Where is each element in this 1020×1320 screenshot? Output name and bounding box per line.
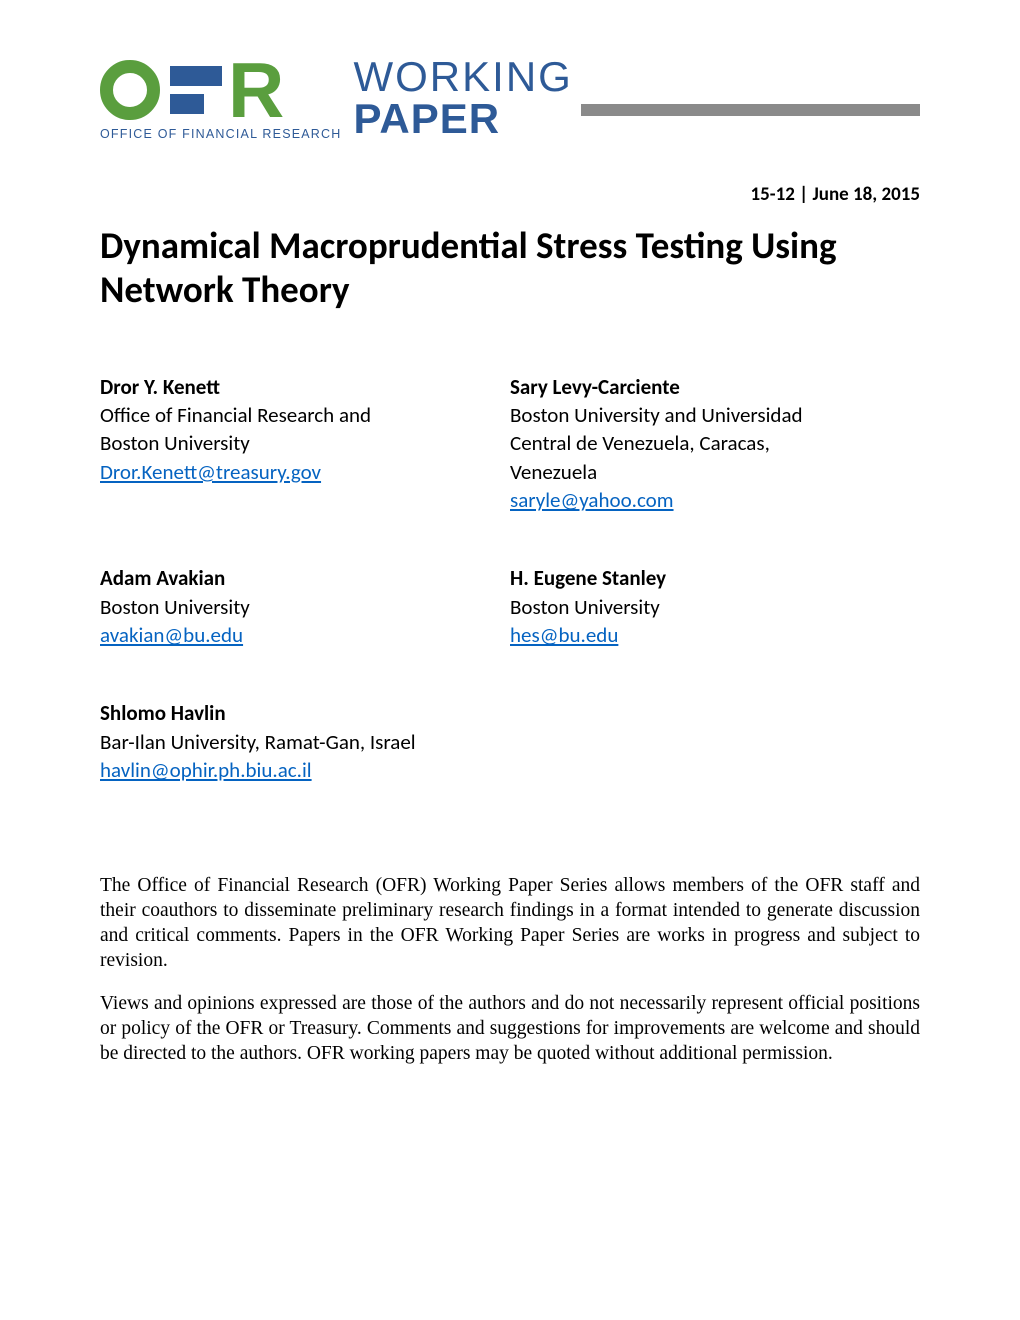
- authors-grid: Dror Y. Kenett Office of Financial Resea…: [100, 373, 920, 785]
- author-name: Sary Levy-Carciente: [510, 373, 840, 401]
- author-name: Dror Y. Kenett: [100, 373, 430, 401]
- author-email-link[interactable]: avakian@bu.edu: [100, 622, 243, 648]
- author-block: H. Eugene Stanley Boston University hes@…: [510, 564, 840, 649]
- ofr-subtext: OFFICE OF FINANCIAL RESEARCH: [100, 127, 342, 141]
- disclaimer-p2: Views and opinions expressed are those o…: [100, 992, 920, 1067]
- f-icon: [170, 66, 222, 114]
- author-block: Adam Avakian Boston University avakian@b…: [100, 564, 430, 649]
- disclaimer-p1: The Office of Financial Research (OFR) W…: [100, 874, 920, 974]
- author-name: Shlomo Havlin: [100, 699, 430, 727]
- disclaimer: The Office of Financial Research (OFR) W…: [100, 874, 920, 1067]
- author-block: Sary Levy-Carciente Boston University an…: [510, 373, 840, 515]
- ofr-logo: R OFFICE OF FINANCIAL RESEARCH WORKING P…: [100, 60, 573, 141]
- ofr-mark: R OFFICE OF FINANCIAL RESEARCH: [100, 60, 342, 141]
- author-block: Shlomo Havlin Bar-Ilan University, Ramat…: [100, 699, 430, 784]
- r-icon: R: [228, 60, 282, 121]
- author-email-link[interactable]: havlin@ophir.ph.biu.ac.il: [100, 757, 312, 783]
- date-line: 15-12 | June 18, 2015: [100, 183, 920, 206]
- working-text: WORKING: [354, 56, 573, 98]
- header-row: R OFFICE OF FINANCIAL RESEARCH WORKING P…: [100, 60, 920, 147]
- author-affil: Bar-Ilan University, Ramat-Gan, Israel: [100, 728, 430, 756]
- author-affil: Boston University: [100, 593, 430, 621]
- author-affil: Boston University and Universidad Centra…: [510, 401, 840, 486]
- author-email-link[interactable]: hes@bu.edu: [510, 622, 618, 648]
- author-name: H. Eugene Stanley: [510, 564, 840, 592]
- ofr-lettermark: R: [100, 60, 342, 121]
- header-divider: [581, 104, 920, 116]
- author-affil: Office of Financial Research and Boston …: [100, 401, 430, 458]
- o-icon: [100, 60, 160, 120]
- author-affil: Boston University: [510, 593, 840, 621]
- working-paper-label: WORKING PAPER: [354, 56, 573, 140]
- author-block: Dror Y. Kenett Office of Financial Resea…: [100, 373, 430, 515]
- paper-title: Dynamical Macroprudential Stress Testing…: [100, 224, 920, 313]
- author-name: Adam Avakian: [100, 564, 430, 592]
- author-email-link[interactable]: Dror.Kenett@treasury.gov: [100, 459, 321, 485]
- author-email-link[interactable]: saryle@yahoo.com: [510, 487, 674, 513]
- paper-text: PAPER: [354, 98, 573, 140]
